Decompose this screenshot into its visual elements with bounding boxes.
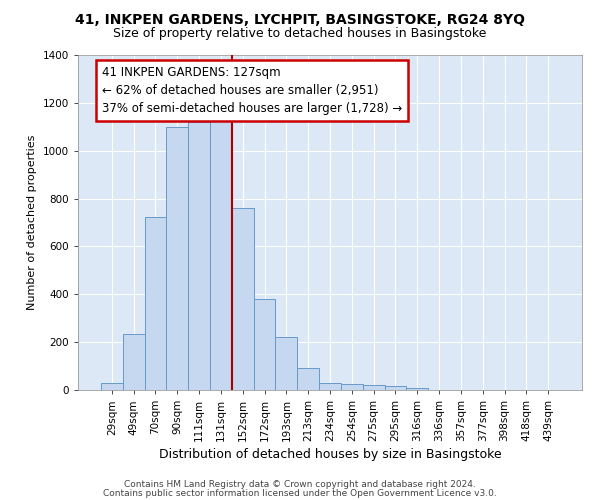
Bar [297,368,319,390]
X-axis label: Distribution of detached houses by size in Basingstoke: Distribution of detached houses by size … [158,448,502,461]
Bar [210,121,232,390]
Text: Contains HM Land Registry data © Crown copyright and database right 2024.: Contains HM Land Registry data © Crown c… [124,480,476,489]
Text: 41 INKPEN GARDENS: 127sqm
← 62% of detached houses are smaller (2,951)
37% of se: 41 INKPEN GARDENS: 127sqm ← 62% of detac… [102,66,402,115]
Text: Contains public sector information licensed under the Open Government Licence v3: Contains public sector information licen… [103,488,497,498]
Bar [101,383,123,390]
Bar [166,127,188,390]
Bar [188,122,210,390]
Bar [341,384,363,390]
Bar [254,299,275,390]
Bar [232,208,254,390]
Y-axis label: Number of detached properties: Number of detached properties [27,135,37,310]
Bar [319,383,341,390]
Bar [406,388,428,390]
Text: Size of property relative to detached houses in Basingstoke: Size of property relative to detached ho… [113,28,487,40]
Bar [363,384,385,390]
Bar [275,338,297,390]
Bar [145,216,166,390]
Bar [123,334,145,390]
Text: 41, INKPEN GARDENS, LYCHPIT, BASINGSTOKE, RG24 8YQ: 41, INKPEN GARDENS, LYCHPIT, BASINGSTOKE… [75,12,525,26]
Bar [385,386,406,390]
